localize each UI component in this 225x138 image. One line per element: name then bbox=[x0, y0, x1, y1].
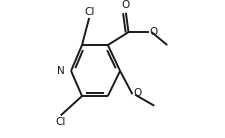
Text: O: O bbox=[133, 88, 141, 99]
Text: O: O bbox=[121, 0, 129, 10]
Text: O: O bbox=[149, 26, 157, 37]
Text: Cl: Cl bbox=[83, 7, 94, 17]
Text: N: N bbox=[57, 66, 65, 76]
Text: Cl: Cl bbox=[55, 117, 66, 127]
